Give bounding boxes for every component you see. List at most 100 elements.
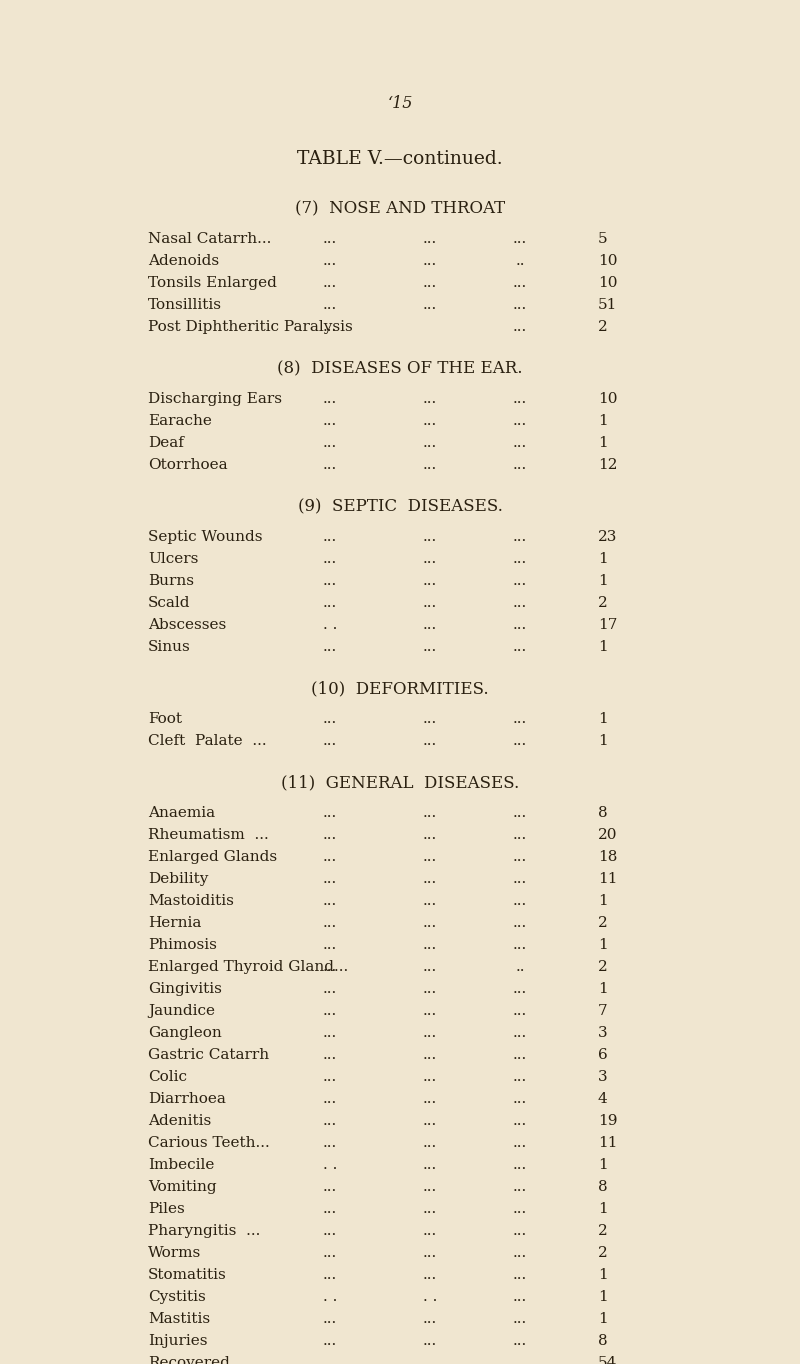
Text: ...: ... [323,872,337,887]
Text: ...: ... [513,436,527,450]
Text: ...: ... [513,1269,527,1282]
Text: ...: ... [513,1356,527,1364]
Text: ...: ... [323,734,337,747]
Text: ...: ... [323,1136,337,1150]
Text: ...: ... [423,938,437,952]
Text: ...: ... [423,1004,437,1018]
Text: 6: 6 [598,1048,608,1063]
Text: ...: ... [323,1114,337,1128]
Text: Otorrhoea: Otorrhoea [148,458,228,472]
Text: 1: 1 [598,712,608,726]
Text: ...: ... [423,982,437,996]
Text: ...: ... [323,1026,337,1039]
Text: ...: ... [513,806,527,820]
Text: 10: 10 [598,391,618,406]
Text: ...: ... [513,618,527,632]
Text: 12: 12 [598,458,618,472]
Text: ...: ... [513,1312,527,1326]
Text: ...: ... [423,1334,437,1348]
Text: ..: .. [515,960,525,974]
Text: Hernia: Hernia [148,917,202,930]
Text: (9)  SEPTIC  DISEASES.: (9) SEPTIC DISEASES. [298,498,502,516]
Text: ...: ... [323,1048,337,1063]
Text: ...: ... [423,712,437,726]
Text: Injuries: Injuries [148,1334,207,1348]
Text: ...: ... [323,640,337,653]
Text: ...: ... [513,1069,527,1084]
Text: ..: .. [515,254,525,267]
Text: 3: 3 [598,1069,608,1084]
Text: 54: 54 [598,1356,618,1364]
Text: Recovered: Recovered [148,1356,230,1364]
Text: ...: ... [513,415,527,428]
Text: ...: ... [323,254,337,267]
Text: ...: ... [423,458,437,472]
Text: 5: 5 [598,232,608,246]
Text: ...: ... [423,893,437,908]
Text: ...: ... [513,1093,527,1106]
Text: ...: ... [423,1180,437,1194]
Text: ...: ... [323,1093,337,1106]
Text: 1: 1 [598,1269,608,1282]
Text: ...: ... [323,415,337,428]
Text: ...: ... [323,917,337,930]
Text: ...: ... [323,1180,337,1194]
Text: ...: ... [513,596,527,610]
Text: ...: ... [513,232,527,246]
Text: ...: ... [513,1004,527,1018]
Text: ...: ... [323,1312,337,1326]
Text: 8: 8 [598,1180,608,1194]
Text: 18: 18 [598,850,618,863]
Text: ...: ... [323,1334,337,1348]
Text: ...: ... [423,436,437,450]
Text: (10)  DEFORMITIES.: (10) DEFORMITIES. [311,681,489,697]
Text: Debility: Debility [148,872,208,887]
Text: Phimosis: Phimosis [148,938,217,952]
Text: ...: ... [513,872,527,887]
Text: 3: 3 [598,1026,608,1039]
Text: ‘15: ‘15 [387,95,413,112]
Text: ...: ... [423,232,437,246]
Text: Worms: Worms [148,1245,202,1260]
Text: 8: 8 [598,806,608,820]
Text: 2: 2 [598,1224,608,1239]
Text: Scald: Scald [148,596,190,610]
Text: 11: 11 [598,1136,618,1150]
Text: 10: 10 [598,276,618,291]
Text: 8: 8 [598,1334,608,1348]
Text: ...: ... [513,850,527,863]
Text: ...: ... [513,828,527,842]
Text: ...: ... [513,938,527,952]
Text: 2: 2 [598,917,608,930]
Text: 11: 11 [598,872,618,887]
Text: (8)  DISEASES OF THE EAR.: (8) DISEASES OF THE EAR. [278,360,522,376]
Text: ...: ... [423,297,437,312]
Text: ...: ... [423,828,437,842]
Text: Septic Wounds: Septic Wounds [148,531,262,544]
Text: ...: ... [423,596,437,610]
Text: Post Diphtheritic Paralysis: Post Diphtheritic Paralysis [148,321,353,334]
Text: 1: 1 [598,436,608,450]
Text: ...: ... [423,1202,437,1215]
Text: ...: ... [423,960,437,974]
Text: 2: 2 [598,1245,608,1260]
Text: 1: 1 [598,734,608,747]
Text: . .: . . [323,1290,337,1304]
Text: Sinus: Sinus [148,640,190,653]
Text: Burns: Burns [148,574,194,588]
Text: 7: 7 [598,1004,608,1018]
Text: ...: ... [513,917,527,930]
Text: Cystitis: Cystitis [148,1290,206,1304]
Text: 1: 1 [598,574,608,588]
Text: ...: ... [423,531,437,544]
Text: Rheumatism  ...: Rheumatism ... [148,828,269,842]
Text: ...: ... [423,1114,437,1128]
Text: 2: 2 [598,321,608,334]
Text: ...: ... [423,1048,437,1063]
Text: ...: ... [323,893,337,908]
Text: 1: 1 [598,552,608,566]
Text: 23: 23 [598,531,618,544]
Text: ...: ... [323,828,337,842]
Text: ...: ... [513,297,527,312]
Text: ...: ... [513,1136,527,1150]
